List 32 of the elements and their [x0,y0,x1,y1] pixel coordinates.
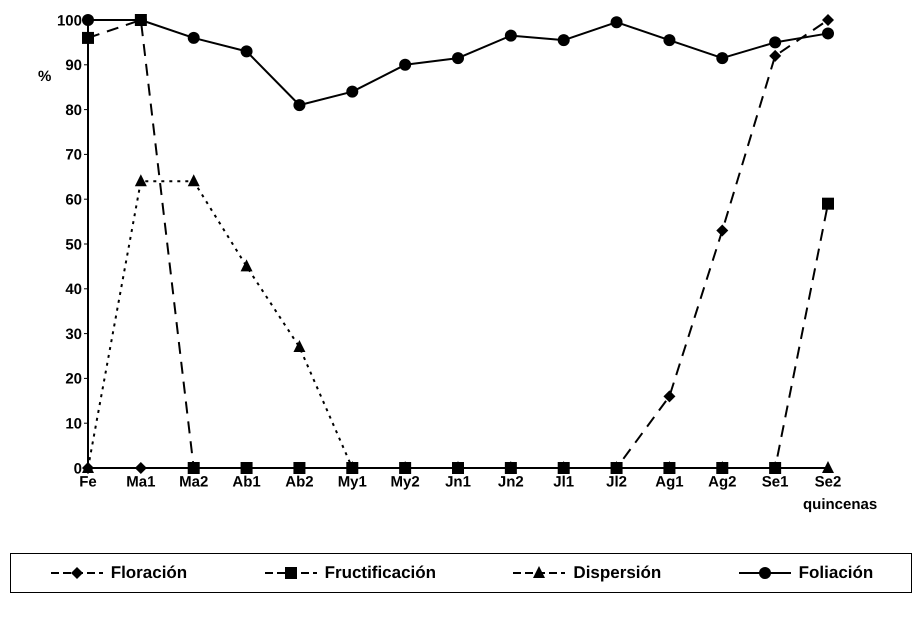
x-tick-label: Ab2 [285,474,314,491]
y-tick-label: 90 [65,57,82,74]
x-tick-label: My2 [390,474,420,491]
x-axis-title: quincenas [803,496,878,513]
y-axis-title: % [38,68,52,85]
x-tick-label: Fe [79,474,97,491]
x-tick-label: Ag2 [708,474,736,491]
y-tick-label: 60 [65,192,82,209]
x-tick-label: Ma2 [179,474,208,491]
x-tick-label: Ag1 [655,474,684,491]
legend-label: Fructificación [324,563,436,583]
y-tick-label: 70 [65,146,82,164]
x-tick-label: Se2 [814,474,842,491]
y-tick-label: 80 [65,102,82,119]
x-tick-label: Ma1 [126,474,156,491]
y-tick-label: 50 [65,236,82,254]
x-tick-label: Ab1 [232,474,261,491]
x-tick-label: Jn1 [445,474,471,491]
y-tick-label: 30 [65,326,82,343]
y-tick-label: 20 [65,370,82,388]
y-tick-label: 100 [56,12,82,30]
x-tick-label: Jl2 [606,474,627,491]
x-tick-label: Se1 [762,474,788,491]
y-tick-label: 40 [65,281,82,298]
x-tick-label: Jn2 [498,474,524,491]
legend-label: Foliación [798,563,874,583]
x-tick-label: My1 [338,474,367,491]
legend-label: Dispersión [573,563,662,583]
y-tick-label: 0 [74,460,82,478]
y-tick-label: 10 [65,416,82,433]
legend-label: Floración [110,563,188,583]
x-tick-label: Jl1 [553,474,574,491]
